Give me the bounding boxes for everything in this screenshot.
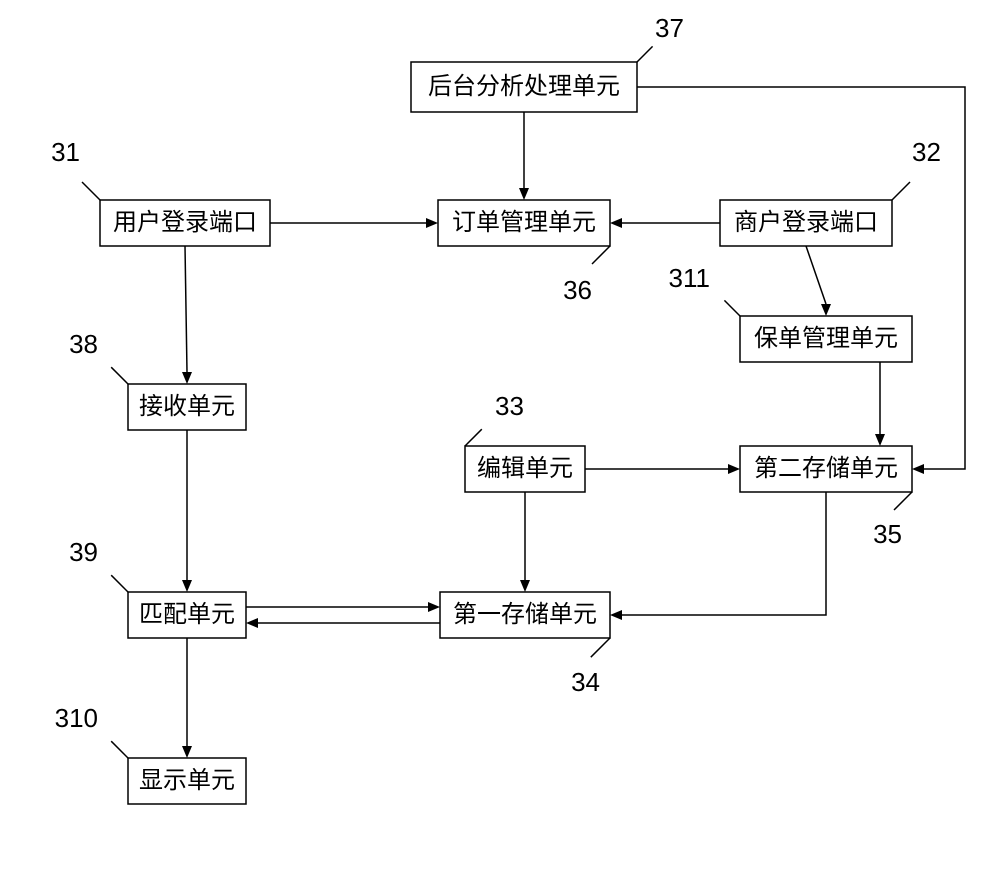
- node-label: 后台分析处理单元: [428, 73, 620, 100]
- node-number: 311: [669, 263, 710, 293]
- node-n39: 匹配单元 39: [69, 537, 246, 638]
- node-number: 36: [563, 275, 592, 305]
- node-number: 34: [571, 667, 600, 697]
- node-label: 订单管理单元: [452, 209, 596, 236]
- node-number: 33: [495, 391, 524, 421]
- node-number: 39: [69, 537, 98, 567]
- node-n33: 编辑单元 33: [465, 391, 585, 492]
- node-number: 32: [912, 137, 941, 167]
- node-label: 第二存储单元: [754, 455, 898, 482]
- node-number: 37: [655, 13, 684, 43]
- node-label: 匹配单元: [139, 601, 235, 628]
- node-label: 第一存储单元: [453, 601, 597, 628]
- node-label: 用户登录端口: [113, 209, 257, 236]
- node-n311: 保单管理单元 311: [669, 263, 912, 362]
- node-n32: 商户登录端口 32: [720, 137, 941, 246]
- node-n31: 用户登录端口 31: [51, 137, 270, 246]
- node-number: 31: [51, 137, 80, 167]
- diagram-canvas: 后台分析处理单元 37 用户登录端口 31 订单管理单元 36 商户登录端口 32 保单管理单元…: [0, 0, 1000, 874]
- node-n38: 接收单元 38: [69, 329, 246, 430]
- node-label: 商户登录端口: [734, 209, 878, 236]
- node-label: 编辑单元: [477, 455, 573, 482]
- node-n37: 后台分析处理单元 37: [411, 13, 684, 112]
- node-n310: 显示单元 310: [55, 703, 246, 804]
- node-label: 保单管理单元: [754, 325, 898, 352]
- node-label: 接收单元: [139, 393, 235, 420]
- node-number: 35: [873, 519, 902, 549]
- node-n34: 第一存储单元 34: [440, 592, 610, 697]
- node-label: 显示单元: [139, 767, 235, 794]
- node-number: 310: [55, 703, 98, 733]
- node-number: 38: [69, 329, 98, 359]
- node-n36: 订单管理单元 36: [438, 200, 610, 305]
